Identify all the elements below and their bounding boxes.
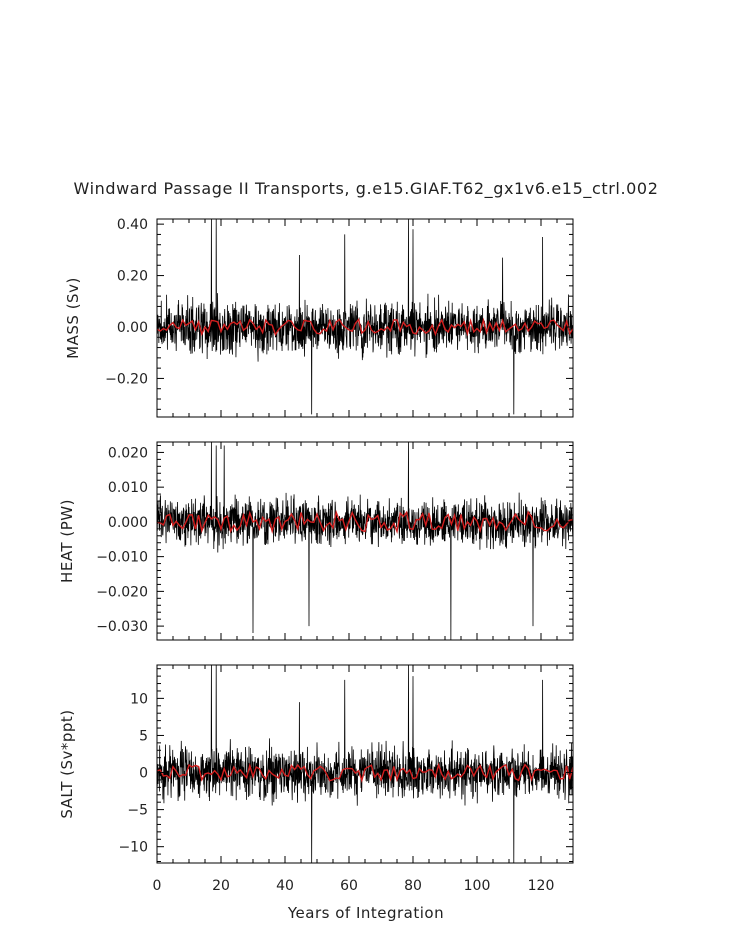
y-tick-label: −10 — [118, 840, 148, 856]
smoothed-series-line — [157, 317, 573, 337]
salt-panel: 10 5 0 −5 −10 SALT (Sv*ppt) — [58, 664, 574, 864]
x-tick-label: 0 — [153, 878, 162, 894]
y-tick-label: 0 — [139, 766, 148, 782]
raw-series-line — [157, 665, 573, 863]
x-tick-label: 20 — [212, 878, 230, 894]
y-tick-label: 5 — [139, 728, 148, 744]
y-tick-label: −0.020 — [96, 584, 148, 600]
y-axis-label: HEAT (PW) — [58, 499, 76, 583]
y-tick-label: 0.000 — [108, 515, 148, 531]
x-tick-label: 100 — [464, 878, 491, 894]
y-tick-label: −0.030 — [96, 619, 148, 635]
raw-series-line — [157, 219, 573, 415]
x-tick-label: 80 — [404, 878, 422, 894]
y-axis-label: SALT (Sv*ppt) — [58, 709, 76, 818]
smoothed-series-line — [157, 762, 573, 783]
y-tick-label: 0.020 — [108, 445, 148, 461]
plot-frame — [156, 218, 574, 418]
x-tick-label: 40 — [276, 878, 294, 894]
chart-title: Windward Passage II Transports, g.e15.GI… — [74, 179, 659, 199]
y-tick-label: 0.00 — [117, 320, 148, 336]
x-axis-tick-labels: 0 20 40 60 80 100 120 — [153, 878, 555, 894]
y-tick-label: 0.40 — [117, 217, 148, 233]
x-tick-label: 120 — [528, 878, 555, 894]
y-tick-label: 0.010 — [108, 480, 148, 496]
y-tick-label: 10 — [130, 691, 148, 707]
y-tick-label: −5 — [127, 803, 148, 819]
mass-panel: 0.40 0.20 0.00 −0.20 MASS (Sv) — [64, 217, 574, 418]
x-tick-label: 60 — [340, 878, 358, 894]
x-axis-label: Years of Integration — [287, 904, 444, 922]
y-axis-label: MASS (Sv) — [64, 277, 82, 359]
y-tick-label: 0.20 — [117, 269, 148, 285]
smoothed-series-line — [157, 509, 573, 535]
y-tick-label: −0.010 — [96, 550, 148, 566]
y-tick-label: −0.20 — [105, 371, 148, 387]
heat-panel: 0.020 0.010 0.000 −0.010 −0.020 −0.030 HEAT (P… — [58, 441, 574, 641]
raw-series-line — [157, 442, 573, 640]
